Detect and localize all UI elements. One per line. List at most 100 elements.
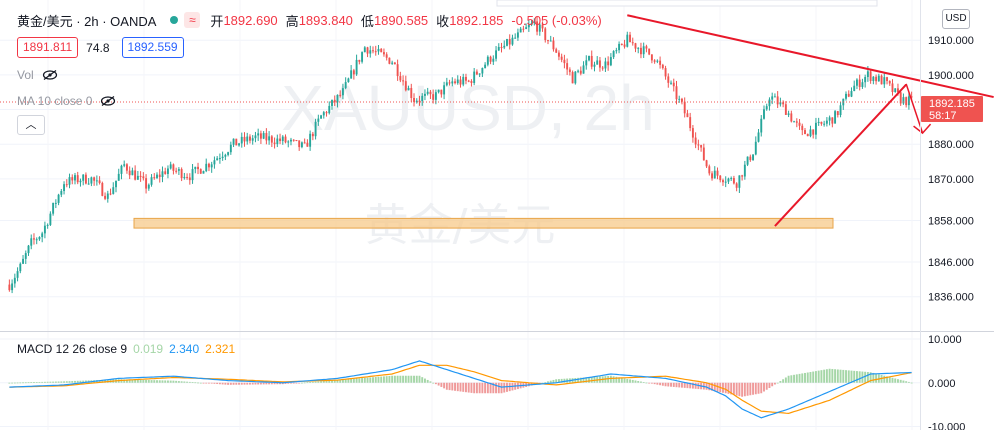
candle-body: [639, 47, 642, 55]
support-zone[interactable]: [133, 217, 834, 229]
candle-body: [850, 91, 853, 97]
candle-body: [295, 140, 298, 142]
buy-price-button[interactable]: 1892.559: [121, 37, 184, 58]
candle-body: [506, 39, 508, 46]
macd-histogram-bar: [284, 382, 287, 384]
candle-body: [290, 139, 292, 142]
candle-body: [475, 71, 478, 75]
macd-histogram-bar: [793, 374, 796, 383]
macd-legend[interactable]: MACD 12 26 close 9 0.019 2.340 2.321: [17, 342, 241, 356]
candle-body: [339, 94, 342, 96]
macd-histogram-bar: [65, 381, 68, 383]
macd-histogram-bar: [169, 380, 172, 383]
forecast-arrow[interactable]: [905, 83, 932, 135]
macd-histogram-bar: [352, 378, 355, 383]
chevron-up-icon[interactable]: ︿: [17, 115, 45, 135]
macd-histogram-bar: [60, 381, 63, 383]
candle-body: [741, 175, 744, 177]
candle-body: [95, 180, 98, 182]
candle-body: [691, 128, 694, 138]
macd-histogram-bar: [503, 382, 506, 393]
down-trendline[interactable]: [627, 14, 994, 99]
candle-body: [847, 93, 850, 97]
macd-histogram-bar: [328, 380, 331, 383]
macd-histogram-bar: [735, 382, 738, 396]
candle-body: [541, 24, 544, 29]
macd-histogram-bar: [445, 382, 448, 390]
macd-histogram-bar: [462, 382, 465, 392]
eye-off-icon[interactable]: [42, 70, 58, 80]
candle-body: [787, 113, 790, 115]
candle-body: [109, 193, 112, 195]
candle-body: [388, 57, 391, 64]
candle-body: [765, 106, 768, 110]
macd-histogram-bar: [732, 382, 735, 395]
candle-body: [331, 99, 333, 106]
macd-histogram-bar: [98, 379, 101, 383]
currency-button[interactable]: USD: [942, 9, 970, 29]
candle-body: [486, 56, 489, 65]
candle-body: [404, 81, 407, 91]
wave-icon[interactable]: ≈: [184, 12, 201, 28]
candle-body: [112, 187, 115, 194]
macd-histogram-bar: [74, 380, 76, 383]
candle-body: [894, 88, 897, 92]
symbol-title[interactable]: 黄金/美元 · 2h · OANDA: [17, 13, 157, 29]
candle-body: [910, 96, 913, 98]
candle-body: [131, 170, 134, 176]
macd-histogram-bar: [166, 380, 169, 383]
candle-body: [784, 104, 787, 115]
candle-body: [33, 238, 35, 240]
sell-price-button[interactable]: 1891.811: [17, 37, 79, 58]
macd-histogram-bar: [418, 375, 421, 383]
candle-body: [598, 60, 601, 68]
candle-body: [527, 24, 530, 28]
spread-value: 74.8: [86, 40, 110, 55]
eye-off-icon[interactable]: [100, 96, 116, 106]
candle-body: [358, 59, 361, 62]
macd-histogram-bar: [855, 371, 858, 383]
candlestick-series: [8, 16, 913, 294]
candle-body: [115, 180, 117, 188]
candle-body: [557, 52, 560, 57]
macd-histogram-bar: [175, 380, 178, 383]
candle-body: [880, 75, 883, 85]
candle-body: [208, 163, 210, 168]
macd-histogram-bar: [213, 382, 216, 384]
macd-histogram-bar: [123, 379, 126, 383]
macd-histogram-bar: [486, 382, 489, 394]
candle-body: [897, 88, 899, 93]
macd-histogram-bar: [128, 379, 131, 383]
candle-body: [596, 60, 599, 65]
candle-body: [232, 138, 235, 145]
macd-histogram-bar: [639, 381, 642, 383]
macd-histogram-bar: [281, 382, 284, 385]
macd-histogram-bar: [555, 379, 558, 383]
macd-histogram-bar: [691, 382, 694, 389]
candle-body: [434, 92, 437, 100]
macd-histogram-bar: [205, 382, 208, 384]
up-trendline[interactable]: [774, 83, 907, 227]
macd-histogram-bar: [722, 382, 724, 393]
candle-body: [872, 76, 875, 82]
candle-body: [125, 164, 128, 171]
candle-body: [519, 28, 522, 33]
candle-body: [24, 253, 27, 259]
candle-body: [177, 169, 180, 171]
candle-body: [497, 46, 500, 51]
vol-indicator-legend[interactable]: Vol: [17, 68, 58, 82]
macd-histogram-bar: [820, 370, 823, 383]
price-axis[interactable]: 1836.000 1846.000 1858.000 1870.000 1880.000…: [920, 0, 974, 430]
ma-indicator-legend[interactable]: MA 10 close 0: [17, 94, 116, 108]
price-tick-label: 1846.000: [928, 257, 974, 269]
candle-body: [156, 174, 158, 178]
candle-body: [328, 105, 331, 114]
candle-body: [194, 166, 197, 170]
macd-histogram-bar: [235, 382, 238, 385]
macd-histogram-bar: [221, 382, 224, 385]
macd-histogram-bar: [13, 382, 16, 384]
candle-body: [659, 60, 662, 65]
candle-body: [46, 224, 49, 226]
candle-body: [478, 73, 481, 75]
